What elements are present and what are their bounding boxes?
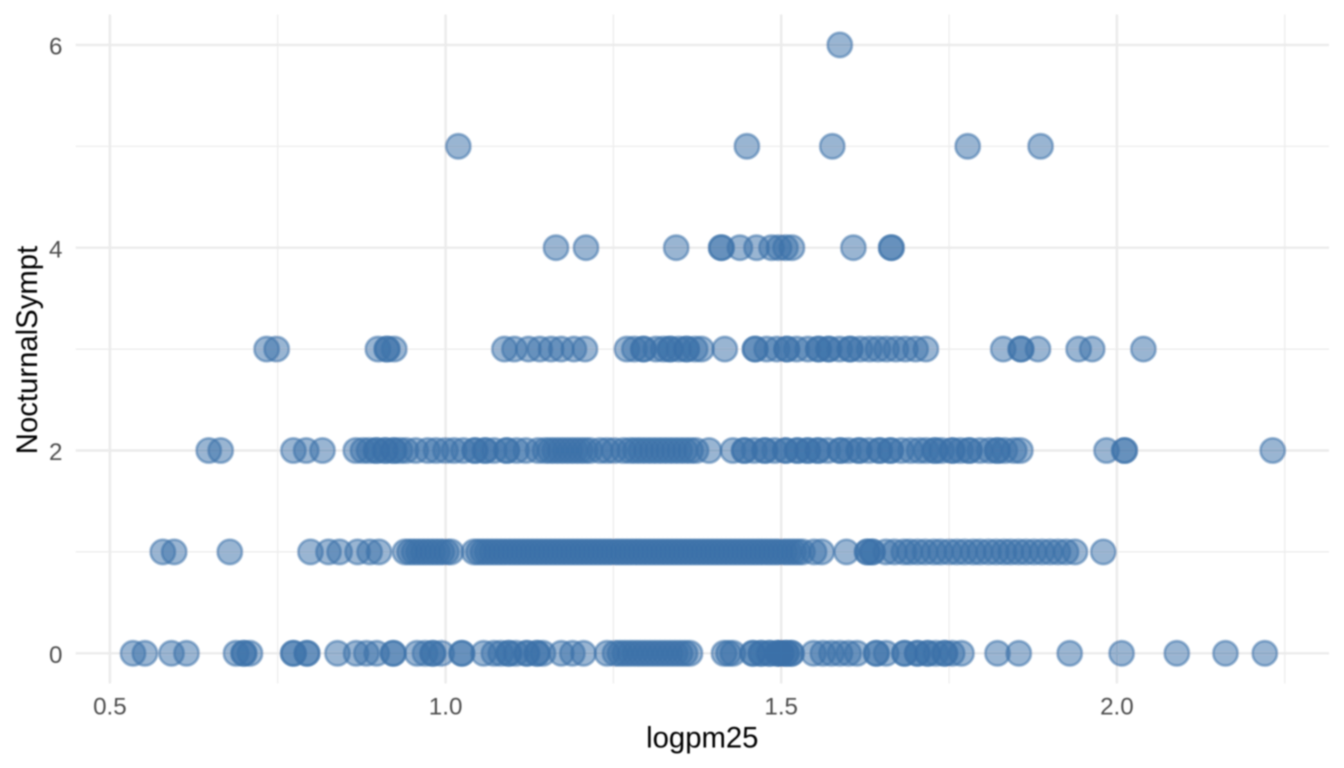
- svg-text:4: 4: [49, 236, 62, 263]
- svg-text:6: 6: [49, 34, 62, 61]
- svg-text:1.5: 1.5: [764, 694, 798, 721]
- svg-text:2.0: 2.0: [1100, 694, 1134, 721]
- svg-text:NocturnalSympt: NocturnalSympt: [11, 246, 44, 454]
- svg-text:1.0: 1.0: [429, 694, 463, 721]
- svg-text:logpm25: logpm25: [646, 722, 758, 755]
- svg-text:0.5: 0.5: [93, 694, 127, 721]
- svg-text:0: 0: [49, 642, 62, 669]
- svg-text:2: 2: [49, 439, 62, 466]
